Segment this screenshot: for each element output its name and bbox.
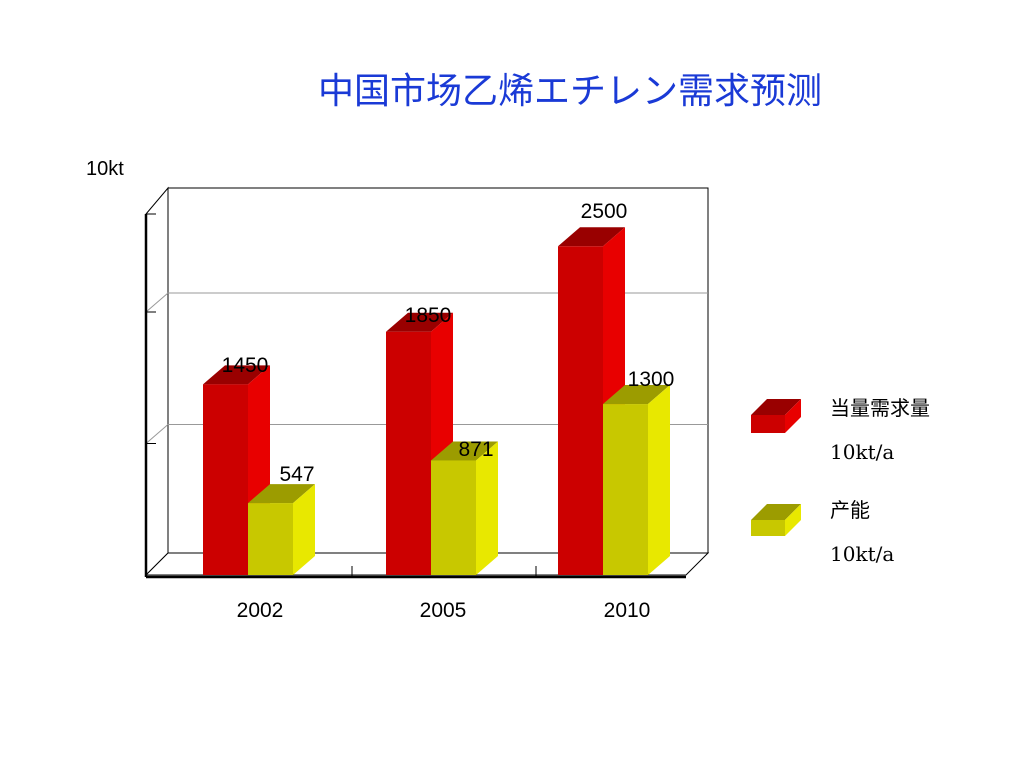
side-wall [145, 186, 169, 577]
data-label-capacity-2005: 871 [458, 438, 493, 461]
bar-side-capacity-2005 [476, 441, 498, 575]
legend-swatch-side-demand [785, 399, 801, 433]
x-tick-label-2005: 2005 [420, 599, 467, 622]
bar-top-capacity-2005 [431, 441, 498, 461]
bar-capacity-2002 [248, 503, 293, 575]
data-label-demand-2010: 2500 [581, 200, 628, 223]
bar-capacity-2005 [431, 460, 476, 575]
legend-unit-capacity: 10kt/a [830, 542, 895, 566]
legend-label-demand: 当量需求量 [830, 396, 930, 420]
legend-swatch-top-demand [751, 399, 801, 415]
bar-top-capacity-2010 [603, 385, 670, 405]
legend-swatch-top-capacity [751, 504, 801, 520]
bar-top-capacity-2002 [248, 484, 315, 504]
bar-top-demand-2005 [386, 312, 453, 332]
legend-unit-demand: 10kt/a [830, 440, 895, 464]
legend-label-capacity: 产能 [830, 498, 870, 522]
legend-swatch-capacity [751, 520, 785, 536]
gridline-side-1 [145, 292, 169, 313]
data-label-demand-2005: 1850 [405, 304, 452, 327]
bar-side-capacity-2002 [293, 484, 315, 575]
chart-title: 中国市场乙烯エチレン需求预测 [317, 71, 822, 112]
data-label-capacity-2002: 547 [279, 463, 314, 486]
gridline-side-0 [145, 424, 169, 444]
bar-demand-2002 [203, 384, 248, 575]
data-label-capacity-2010: 1300 [628, 368, 675, 391]
data-label-demand-2002: 1450 [222, 354, 269, 377]
bar-top-demand-2010 [558, 227, 625, 247]
x-tick-label-2002: 2002 [237, 599, 284, 622]
bar-capacity-2010 [603, 404, 648, 575]
bar-top-demand-2002 [203, 365, 270, 385]
legend-swatch-side-capacity [785, 504, 801, 536]
y-axis-unit: 10kt [86, 158, 124, 180]
bar-demand-2005 [386, 331, 431, 575]
bar-side-capacity-2010 [648, 385, 670, 575]
legend-swatch-demand [751, 415, 785, 433]
x-tick-label-2010: 2010 [604, 599, 651, 622]
bar-demand-2010 [558, 246, 603, 575]
